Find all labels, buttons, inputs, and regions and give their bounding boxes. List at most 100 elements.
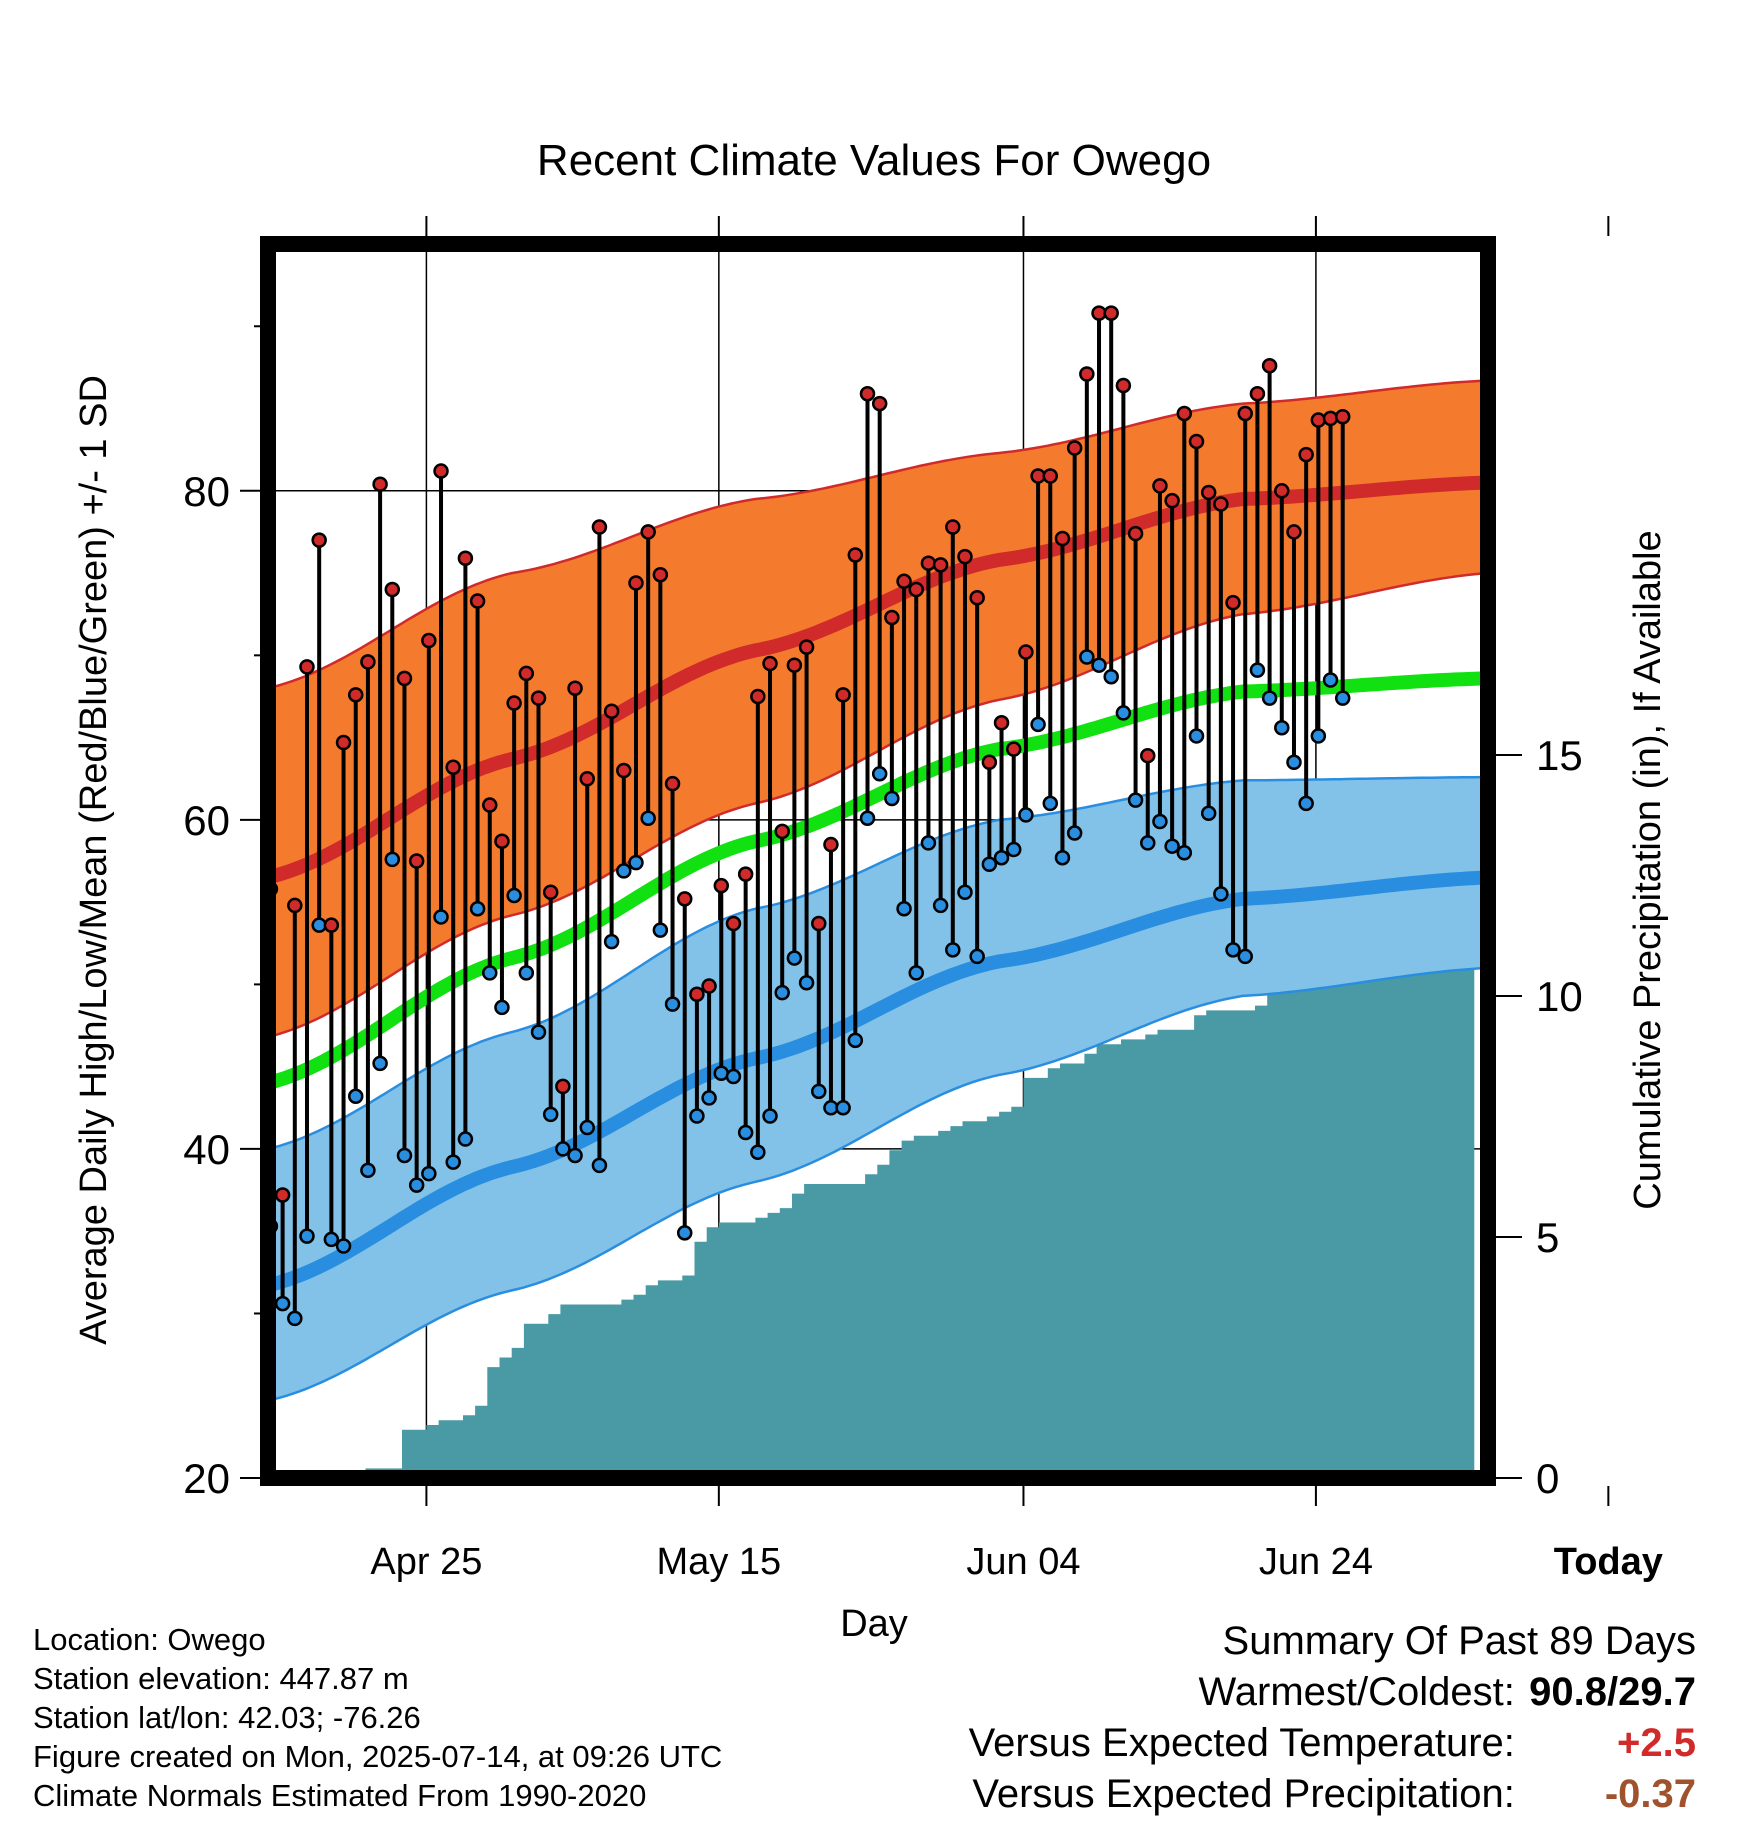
high-point — [616, 762, 632, 779]
low-point — [555, 1141, 571, 1157]
low-point — [932, 897, 949, 914]
station-info: Location: Owego Station elevation: 447.8… — [33, 1620, 722, 1815]
high-point — [1249, 385, 1266, 402]
low-point — [640, 810, 656, 826]
low-point — [786, 950, 803, 966]
precip-anomaly-label: Versus Expected Precipitation: — [972, 1772, 1515, 1816]
low-point — [628, 854, 644, 871]
precip-anomaly-value: -0.37 — [1604, 1772, 1696, 1816]
high-point — [628, 575, 644, 591]
low-point — [542, 1106, 559, 1123]
high-point — [1164, 492, 1180, 509]
high-point — [737, 866, 754, 882]
precip-anomaly-row: Versus Expected Precipitation: -0.37 — [969, 1769, 1696, 1820]
plot-frame — [260, 236, 1496, 1486]
high-point — [847, 547, 864, 563]
high-point — [567, 680, 583, 696]
low-point — [689, 1108, 705, 1124]
high-point — [823, 836, 839, 853]
low-point — [335, 1238, 352, 1254]
high-point — [1200, 484, 1217, 501]
latlon-text: Station lat/lon: 42.03; -76.26 — [33, 1700, 421, 1735]
high-point — [811, 915, 827, 932]
high-point — [1152, 478, 1168, 494]
low-point — [762, 1108, 778, 1124]
high-point — [1042, 468, 1059, 484]
high-point — [591, 519, 608, 535]
high-point — [981, 754, 998, 771]
y2-tick-label: 15 — [1536, 732, 1583, 779]
low-sd-lower — [268, 966, 1487, 1402]
low-sd-upper — [268, 775, 1487, 1151]
high-point — [360, 654, 376, 670]
high-point — [1103, 305, 1119, 321]
high-point — [835, 687, 851, 703]
low-point — [445, 1154, 461, 1170]
days-marker-line2: Days — [1616, 1428, 1702, 1469]
high-point — [859, 385, 876, 402]
high-point — [1261, 358, 1278, 374]
high-point — [396, 670, 413, 687]
high-point — [945, 519, 961, 535]
high-point — [1274, 483, 1290, 499]
created-text: Figure created on Mon, 2025-07-14, at 09… — [33, 1739, 723, 1774]
high-point — [1079, 366, 1095, 382]
x-axis-label: Day — [840, 1603, 908, 1645]
low-point — [347, 1088, 364, 1105]
low-point — [579, 1119, 595, 1136]
low-point — [384, 851, 401, 868]
low-point — [1322, 672, 1339, 688]
low-point — [676, 1225, 693, 1241]
low-point — [884, 790, 900, 807]
low-normal-line — [268, 870, 1487, 1293]
high-point — [1237, 405, 1253, 422]
low-point — [1225, 942, 1241, 958]
high-point — [433, 463, 449, 479]
high-point — [957, 548, 973, 565]
low-point — [859, 810, 876, 826]
x-tick-label: Jun 04 — [966, 1541, 1080, 1583]
low-point — [421, 1165, 437, 1182]
low-sd-band — [268, 777, 1488, 1401]
high-point — [652, 566, 669, 583]
low-point — [323, 1231, 340, 1248]
plot-area: 90 Days — [268, 244, 1702, 1478]
low-point — [1030, 716, 1046, 733]
low-point — [567, 1147, 583, 1164]
low-point — [737, 1124, 754, 1141]
low-point — [530, 1024, 547, 1040]
high-point — [676, 891, 693, 907]
low-point — [287, 1310, 303, 1327]
low-point — [1334, 690, 1351, 706]
location-text: Location: Owego — [33, 1622, 266, 1657]
high-point — [518, 665, 535, 682]
low-point — [469, 900, 486, 917]
high-point — [1298, 446, 1314, 463]
high-point — [725, 915, 742, 932]
low-point — [750, 1144, 766, 1160]
low-point — [1079, 649, 1095, 665]
low-point — [993, 849, 1010, 866]
low-point — [518, 965, 535, 981]
high-point — [640, 524, 656, 540]
low-point — [360, 1162, 376, 1179]
low-point — [835, 1100, 851, 1116]
high-point — [798, 639, 815, 655]
low-point — [1164, 838, 1180, 854]
axes: 20 40 60 80 0 5 10 15 Apr 25 May 15 Jun 04 Jun 24 To… — [183, 216, 1663, 1583]
summary-title: Summary Of Past 89 Days — [1222, 1619, 1696, 1663]
high-point — [1188, 433, 1205, 450]
high-point — [445, 759, 461, 775]
high-point — [421, 632, 437, 649]
high-point — [555, 1078, 571, 1095]
high-point — [871, 395, 888, 412]
low-point — [811, 1083, 827, 1100]
low-point — [1127, 792, 1144, 808]
high-point — [1176, 405, 1193, 422]
high-point — [530, 690, 547, 706]
low-point — [457, 1131, 474, 1147]
x-tick-label: Jun 24 — [1259, 1541, 1373, 1583]
high-point — [494, 833, 510, 850]
low-point — [603, 933, 620, 950]
